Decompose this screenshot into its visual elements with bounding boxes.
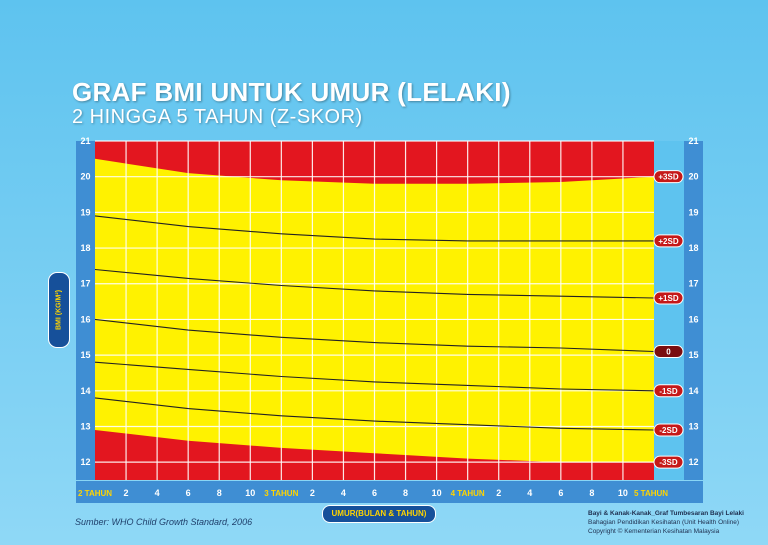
y-tick-label-left: 18 — [80, 243, 90, 253]
series-line — [94, 268, 655, 299]
x-tick-label: 4 — [155, 488, 160, 498]
sd-label-badge — [653, 423, 684, 437]
title-block: GRAF BMI UNTUK UMUR (LELAKI) 2 HINGGA 5 … — [72, 78, 511, 128]
y-tick-label-left: 20 — [80, 172, 90, 182]
y-tick-label-left: 14 — [80, 386, 90, 396]
yaxis-label: BMI (KG/M²) — [55, 289, 63, 331]
credit-line-1: Bayi & Kanak-Kanak_Graf Tumbesaran Bayi … — [588, 510, 744, 517]
x-tick-label: 4 — [527, 488, 532, 498]
credits-block: Bayi & Kanak-Kanak_Graf Tumbesaran Bayi … — [588, 509, 744, 536]
x-tick-label: 10 — [245, 488, 255, 498]
y-tick-label-left: 21 — [80, 136, 90, 146]
sd-label: +2SD — [658, 237, 678, 246]
credit-line-2: Bahagian Pendidikan Kesihatan (Unit Heal… — [588, 519, 740, 526]
yaxis-label-badge: BMI (KG/M²) — [48, 272, 70, 348]
y-tick-label-right: 12 — [688, 457, 698, 467]
x-tick-label: 6 — [186, 488, 191, 498]
x-tick-label: 8 — [217, 488, 222, 498]
y-tick-label-left: 13 — [80, 421, 90, 431]
y-tick-label-left: 12 — [80, 457, 90, 467]
sd-label: -3SD — [659, 458, 677, 467]
x-tick-label: 5 TAHUN — [634, 489, 668, 498]
sd-label: -1SD — [659, 387, 677, 396]
x-tick-label: 2 — [496, 488, 501, 498]
y-tick-label-left: 17 — [80, 279, 90, 289]
y-tick-label-right: 20 — [688, 172, 698, 182]
x-tick-label: 2 — [124, 488, 129, 498]
y-tick-label-left: 15 — [80, 350, 90, 360]
series-line — [94, 318, 655, 353]
sd-label-badge — [653, 345, 684, 359]
series-line — [94, 361, 655, 392]
y-tick-label-right: 13 — [688, 421, 698, 431]
x-tick-label: 6 — [372, 488, 377, 498]
x-tick-label: 4 TAHUN — [451, 489, 485, 498]
y-tick-label-right: 21 — [688, 136, 698, 146]
y-tick-label-right: 14 — [688, 386, 698, 396]
sd-label: -2SD — [659, 426, 677, 435]
sd-label: 0 — [666, 348, 671, 357]
y-axis-bar-right — [684, 141, 703, 480]
x-tick-label: 4 — [341, 488, 346, 498]
x-tick-label: 8 — [403, 488, 408, 498]
y-tick-label-right: 16 — [688, 314, 698, 324]
y-tick-label-right: 17 — [688, 279, 698, 289]
credit-line-3: Copyright © Kementerian Kesihatan Malays… — [588, 528, 720, 535]
y-tick-label-left: 16 — [80, 314, 90, 324]
x-axis-bar — [76, 481, 703, 503]
right-gutter — [654, 141, 684, 480]
y-axis-bar-left — [76, 141, 95, 480]
x-tick-label: 10 — [618, 488, 628, 498]
sd-label-badge — [653, 170, 684, 184]
xaxis-label: UMUR(BULAN & TAHUN) — [322, 505, 436, 523]
sd-label-badge — [653, 455, 684, 469]
x-tick-label: 2 TAHUN — [78, 489, 112, 498]
series-line — [94, 215, 654, 242]
sd-label-badge — [653, 384, 684, 398]
y-tick-label-right: 19 — [688, 207, 698, 217]
x-tick-label: 6 — [558, 488, 563, 498]
y-tick-label-left: 19 — [80, 207, 90, 217]
chart-title: GRAF BMI UNTUK UMUR (LELAKI) — [72, 77, 511, 107]
x-tick-label: 10 — [432, 488, 442, 498]
x-tick-label: 2 — [310, 488, 315, 498]
sd-label: +3SD — [658, 173, 678, 182]
y-tick-label-right: 18 — [688, 243, 698, 253]
x-tick-label: 8 — [589, 488, 594, 498]
x-tick-label: 3 TAHUN — [264, 489, 298, 498]
sd-label: +1SD — [658, 294, 678, 303]
sd-label-badge — [653, 234, 684, 248]
source-note: Sumber: WHO Child Growth Standard, 2006 — [75, 517, 253, 527]
series-line — [94, 397, 655, 431]
y-tick-label-right: 15 — [688, 350, 698, 360]
sd-label-badge — [653, 291, 684, 305]
chart-subtitle: 2 HINGGA 5 TAHUN (Z-SKOR) — [72, 106, 363, 128]
